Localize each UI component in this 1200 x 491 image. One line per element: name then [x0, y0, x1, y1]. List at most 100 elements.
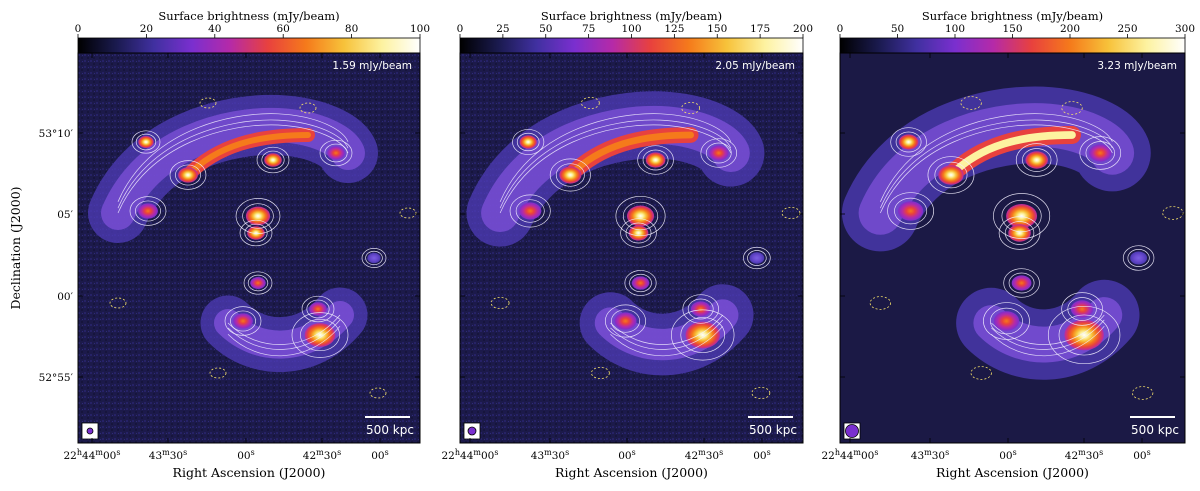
contour-line [989, 307, 1023, 335]
negative-contour [1061, 101, 1083, 115]
contour-line [629, 273, 652, 293]
colorbar-tick-label: 150 [707, 23, 727, 35]
negative-contour [490, 296, 510, 309]
contour-line [499, 119, 732, 209]
x-axis-label: Right Ascension (J2000) [173, 465, 326, 480]
x-tick-label: 00s [999, 448, 1016, 463]
contour-line [512, 129, 545, 155]
noise-level-label: 3.23 mJy/beam [1097, 60, 1177, 72]
contour-line [993, 193, 1051, 239]
negative-contour [1162, 206, 1184, 220]
contour-line [983, 302, 1030, 340]
compact-source [1064, 319, 1104, 351]
compact-source [178, 167, 198, 183]
contour-line [894, 197, 928, 225]
compact-source [708, 145, 729, 161]
contour-line [247, 274, 269, 292]
y-tick-label: 05′ [57, 209, 73, 221]
contour-line [1004, 221, 1035, 245]
contour-line [611, 309, 640, 333]
compact-source [626, 205, 655, 227]
colorbar-tick-label: 0 [837, 23, 844, 35]
x-tick-label: 22h44m00s [64, 448, 121, 463]
contour-line [1001, 199, 1042, 233]
contour-line [991, 319, 1105, 350]
compact-source [304, 323, 336, 347]
colorbar-tick-label: 300 [1175, 23, 1195, 35]
contour-line [927, 156, 975, 194]
contour-line [361, 248, 387, 268]
contour-line [227, 325, 341, 357]
noise-level-label: 2.05 mJy/beam [715, 60, 795, 72]
colorbar-tick-label: 0 [75, 23, 82, 35]
colorbar-tick-label: 125 [664, 23, 684, 35]
compact-source [1006, 204, 1038, 228]
compact-source [898, 134, 919, 150]
radio-image [460, 53, 803, 443]
x-tick-label: 00s [618, 448, 635, 463]
contour-line [135, 133, 157, 151]
y-tick-label: 52°55′ [39, 372, 74, 384]
colorbar-tick-label: 200 [793, 23, 813, 35]
negative-contour [399, 207, 417, 219]
x-tick-label: 43m30s [531, 448, 569, 463]
compact-source [1011, 275, 1032, 291]
scale-bar-label: 500 kpc [749, 423, 797, 437]
compact-source [1025, 151, 1048, 169]
contour-line [610, 325, 724, 357]
negative-contour [591, 366, 610, 379]
contour-line [622, 201, 659, 231]
colorbar-tick-label: 25 [496, 23, 509, 35]
compact-source [138, 136, 154, 148]
contour-line [880, 124, 1113, 214]
colorbar-tick-label: 20 [140, 23, 153, 35]
colorbar-tick-label: 250 [1117, 23, 1137, 35]
colorbar-tick-label: 75 [582, 23, 595, 35]
negative-contour [1131, 386, 1154, 400]
contour-line [620, 218, 657, 248]
contour-line [261, 150, 285, 170]
contour-line [324, 143, 348, 163]
contour-line [235, 198, 281, 234]
contour-line [890, 127, 927, 157]
contour-line [230, 310, 256, 332]
compact-source [690, 301, 711, 317]
x-tick-label: 00s [371, 448, 388, 463]
compact-source [631, 276, 650, 290]
contour-line [131, 130, 161, 154]
negative-contour [751, 386, 771, 399]
negative-contour [960, 96, 982, 110]
compact-source [614, 312, 637, 330]
compact-source [993, 311, 1020, 331]
compact-source [247, 226, 265, 240]
x-axis-label: Right Ascension (J2000) [555, 465, 708, 480]
compact-source [559, 166, 582, 184]
x-tick-label: 22h44m00s [822, 448, 879, 463]
contour-line [1061, 292, 1103, 326]
contour-line [135, 200, 161, 222]
negative-contour [869, 296, 891, 310]
contour-line [129, 196, 167, 226]
contour-line [680, 317, 726, 353]
contour-line [1085, 141, 1115, 165]
contour-line [880, 119, 1113, 209]
contour-line [880, 113, 1113, 202]
contour-line [887, 192, 935, 230]
contour-line [301, 295, 335, 323]
scale-bar-label: 500 kpc [366, 423, 414, 437]
colorbar-tick-label: 100 [621, 23, 641, 35]
noise-level-label: 1.59 mJy/beam [332, 60, 412, 72]
colorbar [839, 37, 1186, 54]
x-tick-label: 00s [753, 448, 770, 463]
colorbar-tick-label: 80 [345, 23, 358, 35]
negative-contour [781, 206, 801, 219]
contour-line [227, 314, 341, 345]
x-tick-label: 00s [237, 448, 254, 463]
contour-line [499, 113, 732, 202]
compact-source [367, 252, 381, 264]
contour-line [895, 131, 922, 153]
colorbar-tick-label: 175 [750, 23, 770, 35]
contour-line [243, 271, 273, 295]
contour-line [1003, 268, 1040, 298]
compact-source [1008, 224, 1031, 242]
